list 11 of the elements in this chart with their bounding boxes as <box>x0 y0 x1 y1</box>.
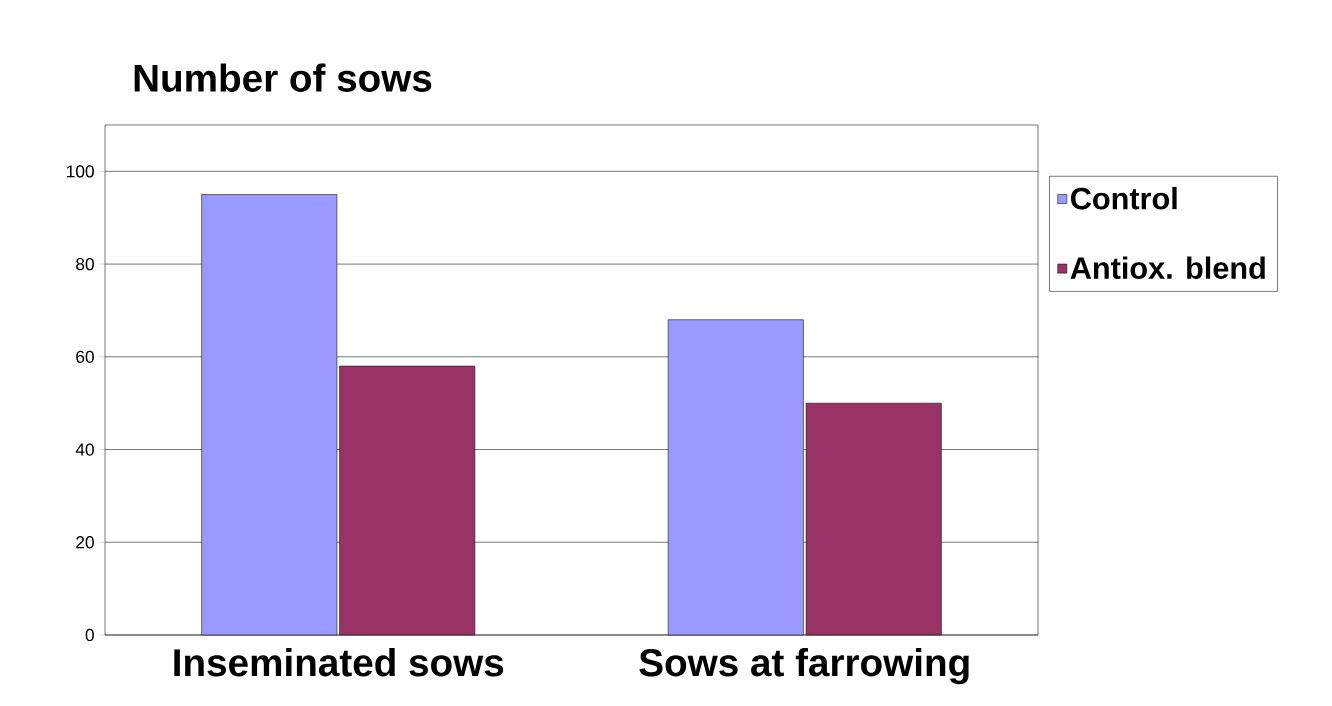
y-tick-label: 80 <box>76 257 94 271</box>
y-tick-label: 100 <box>67 165 94 178</box>
legend-label: Antiox. blend <box>1070 256 1265 279</box>
y-tick-label: 40 <box>75 443 94 456</box>
legend-label: Control <box>1071 186 1177 210</box>
chart-title: Number of sows <box>134 63 432 92</box>
x-tick-label: Inseminated sows <box>174 648 504 677</box>
y-tick-label: 60 <box>76 350 94 363</box>
x-tick-label: Sows at farrowing <box>639 648 969 685</box>
y-tick-label: 20 <box>76 536 94 549</box>
y-tick-label: 0 <box>85 628 94 642</box>
